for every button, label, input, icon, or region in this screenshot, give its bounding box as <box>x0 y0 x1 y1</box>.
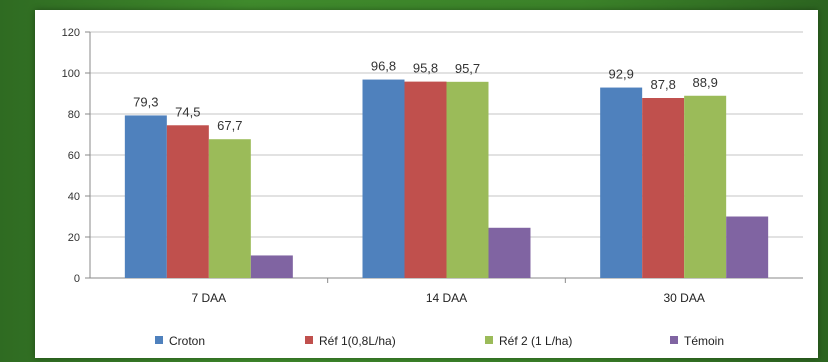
bar-chart: 0 20 40 60 80 100 120 79,3 74,5 67,7 7 DAA 96,8 95,8… <box>62 27 803 348</box>
bar <box>726 216 769 278</box>
legend-item: Réf 1(0,8L/ha) <box>305 334 396 348</box>
y-tick-label: 120 <box>62 27 80 39</box>
legend-swatch <box>155 336 163 344</box>
bar <box>208 139 251 278</box>
y-tick-label: 40 <box>68 191 80 203</box>
data-label: 92,9 <box>609 67 634 82</box>
legend-swatch <box>485 336 493 344</box>
legend-swatch <box>305 336 313 344</box>
bar <box>362 79 405 278</box>
legend-label: Réf 1(0,8L/ha) <box>319 334 396 348</box>
bar <box>642 98 685 278</box>
legend-label: Réf 2 (1 L/ha) <box>499 334 572 348</box>
data-label: 67,7 <box>217 118 242 133</box>
legend-swatch <box>670 336 678 344</box>
legend-item: Croton <box>155 334 205 348</box>
data-label: 79,3 <box>133 94 158 109</box>
bar <box>446 81 489 278</box>
legend-label: Témoin <box>684 334 724 348</box>
x-tick-label: 7 DAA <box>191 291 226 305</box>
data-label: 88,9 <box>693 75 718 90</box>
chart-panel: 0 20 40 60 80 100 120 79,3 74,5 67,7 7 DAA 96,8 95,8… <box>35 10 818 358</box>
legend-item: Témoin <box>670 334 724 348</box>
bar <box>488 227 531 278</box>
data-label: 95,7 <box>455 61 480 76</box>
bar <box>600 87 643 279</box>
data-label: 74,5 <box>175 104 200 119</box>
x-tick-label: 14 DAA <box>426 291 467 305</box>
y-tick-label: 60 <box>68 150 80 162</box>
bar <box>250 255 293 278</box>
bar <box>166 125 209 279</box>
bar <box>684 95 727 278</box>
data-label: 87,8 <box>651 77 676 92</box>
legend-item: Réf 2 (1 L/ha) <box>485 334 572 348</box>
bar <box>124 115 167 278</box>
y-tick-label: 20 <box>68 232 80 244</box>
y-tick-label: 0 <box>74 273 80 285</box>
legend-label: Croton <box>169 334 205 348</box>
x-tick-label: 30 DAA <box>663 291 704 305</box>
data-label: 95,8 <box>413 61 438 76</box>
y-tick-label: 100 <box>62 68 80 80</box>
y-tick-label: 80 <box>68 109 80 121</box>
data-label: 96,8 <box>371 59 396 74</box>
bar <box>404 81 447 278</box>
